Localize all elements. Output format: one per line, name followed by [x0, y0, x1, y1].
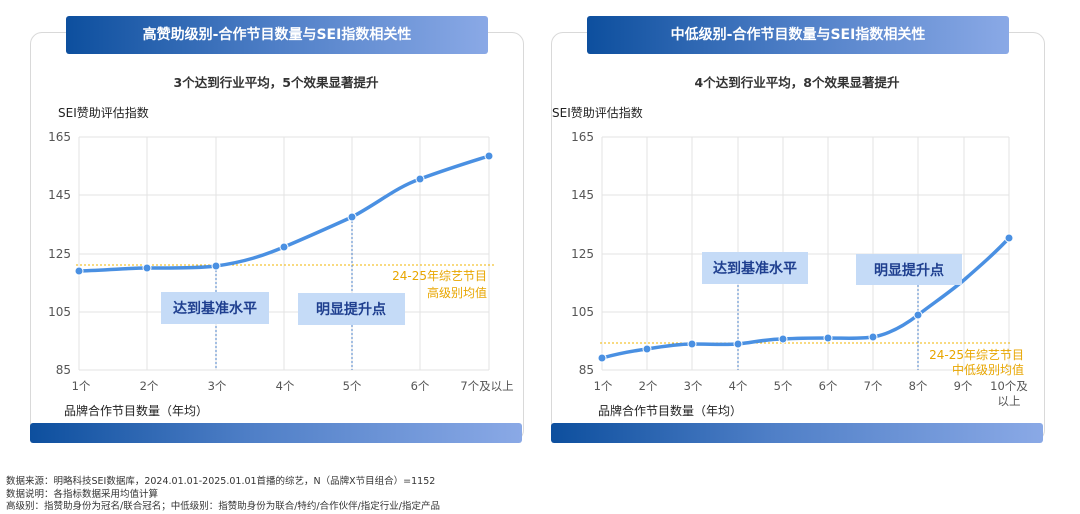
decorative-footer-bar-right: [551, 423, 1043, 443]
svg-text:3个: 3个: [208, 379, 227, 393]
x-ticks: 1个 2个 3个 4个 5个 6个 7个及以上: [72, 379, 514, 393]
svg-text:24-25年综艺节目: 24-25年综艺节目: [392, 269, 487, 283]
svg-text:6个: 6个: [411, 379, 430, 393]
svg-text:1个: 1个: [72, 379, 91, 393]
annotation-baseline: 达到基准水平: [173, 300, 257, 317]
svg-text:7个及以上: 7个及以上: [460, 379, 513, 393]
average-label: 24-25年综艺节目 高级别均值: [392, 269, 487, 300]
sei-line: [601, 236, 1011, 360]
svg-text:高级别均值: 高级别均值: [427, 285, 487, 300]
grid-lines: [78, 136, 490, 371]
svg-text:9个: 9个: [954, 379, 973, 393]
svg-text:6个: 6个: [819, 379, 838, 393]
average-label: 24-25年综艺节目 中低级别均值: [929, 348, 1024, 377]
x-ticks: 1个 2个 3个 4个 5个 6个 7个 8个 9个 10个及 以上: [594, 379, 1029, 408]
svg-text:145: 145: [571, 188, 594, 202]
x-axis-label-mid-low-level: 品牌合作节目数量（年均）: [598, 404, 743, 418]
svg-text:165: 165: [571, 130, 594, 144]
chart-title-mid-low-level: 中低级别-合作节目数量与SEI指数相关性: [587, 16, 1009, 54]
chart-subtitle-mid-low-level: 4个达到行业平均，8个效果显著提升: [694, 75, 900, 90]
y-ticks: 165 145 125 105 85: [571, 130, 594, 377]
data-method-note: 数据说明：各指标数据采用均值计算: [6, 488, 159, 500]
svg-text:125: 125: [571, 247, 594, 261]
data-points: [74, 151, 494, 276]
svg-text:2个: 2个: [639, 379, 658, 393]
svg-text:85: 85: [579, 363, 594, 377]
svg-text:10个及: 10个及: [990, 379, 1028, 393]
annotation-boost: 明显提升点: [316, 301, 386, 318]
svg-text:145: 145: [48, 188, 71, 202]
annotation-box-baseline: [161, 292, 269, 324]
annotation-box-baseline: [702, 252, 808, 284]
chart-subtitle-high-level: 3个达到行业平均，5个效果显著提升: [173, 75, 379, 90]
svg-text:125: 125: [48, 247, 71, 261]
svg-text:以上: 以上: [998, 394, 1021, 408]
svg-text:4个: 4个: [276, 379, 295, 393]
svg-text:8个: 8个: [909, 379, 928, 393]
plot-mid-low-level: 165 145 125 105 85 1个 2个 3个 4个 5个 6个 7个 …: [571, 130, 1028, 408]
plot-high-level: 165 145 125 105 85 1个 2个 3个 4个 5个 6个 7个及…: [48, 130, 514, 393]
footnotes: 数据来源：明略科技SEI数据库，2024.01.01-2025.01.01首播的…: [6, 476, 440, 514]
svg-text:2个: 2个: [140, 379, 159, 393]
svg-text:4个: 4个: [729, 379, 748, 393]
svg-text:中低级别均值: 中低级别均值: [952, 362, 1024, 377]
y-axis-label-mid-low-level: SEI赞助评估指数: [552, 106, 643, 120]
svg-text:105: 105: [571, 305, 594, 319]
chart-panel-mid-low-level: [551, 32, 1045, 442]
y-ticks: 165 145 125 105 85: [48, 130, 71, 377]
decorative-footer-bar-left: [30, 423, 522, 443]
annotation-boost: 明显提升点: [874, 262, 944, 279]
svg-text:5个: 5个: [774, 379, 793, 393]
svg-text:5个: 5个: [343, 379, 362, 393]
annotation-box-boost: [856, 254, 962, 285]
svg-text:105: 105: [48, 305, 71, 319]
x-axis-label-high-level: 品牌合作节目数量（年均）: [64, 404, 209, 418]
y-axis-label-high-level: SEI赞助评估指数: [58, 106, 149, 120]
svg-text:7个: 7个: [864, 379, 883, 393]
svg-text:24-25年综艺节目: 24-25年综艺节目: [929, 348, 1024, 362]
level-definition-note: 高级别：指赞助身份为冠名/联合冠名；中低级别：指赞助身份为联合/特约/合作伙伴/…: [6, 501, 441, 512]
data-source-note: 数据来源：明略科技SEI数据库，2024.01.01-2025.01.01首播的…: [6, 476, 436, 487]
chart-panel-high-level: [30, 32, 524, 442]
chart-title-high-level: 高赞助级别-合作节目数量与SEI指数相关性: [66, 16, 488, 54]
grid-lines: [601, 136, 1010, 371]
data-points: [597, 233, 1014, 363]
svg-text:1个: 1个: [594, 379, 613, 393]
annotation-box-boost: [298, 293, 405, 325]
svg-text:3个: 3个: [684, 379, 703, 393]
svg-text:85: 85: [56, 363, 71, 377]
svg-text:165: 165: [48, 130, 71, 144]
annotation-baseline: 达到基准水平: [713, 260, 797, 277]
